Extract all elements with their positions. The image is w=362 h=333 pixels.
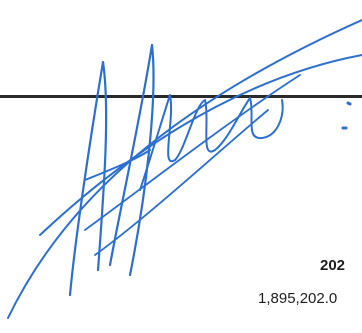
signature-stroke-letter-1 (68, 60, 108, 297)
year-label: 202 (320, 257, 346, 274)
signature-stroke-letter-2 (108, 43, 155, 277)
signature-stroke-loops (139, 94, 284, 191)
signature-stroke-cross-2 (94, 109, 269, 256)
signature-stroke-sweep (7, 19, 362, 319)
signature-stroke-cross (84, 74, 301, 231)
signature-line (0, 95, 362, 98)
signature-stroke-sweep-2 (39, 54, 362, 236)
amount-value: 1,895,202.0 (258, 290, 338, 307)
signature-dot (346, 101, 352, 106)
signature-stroke-letter-1b (84, 149, 151, 181)
